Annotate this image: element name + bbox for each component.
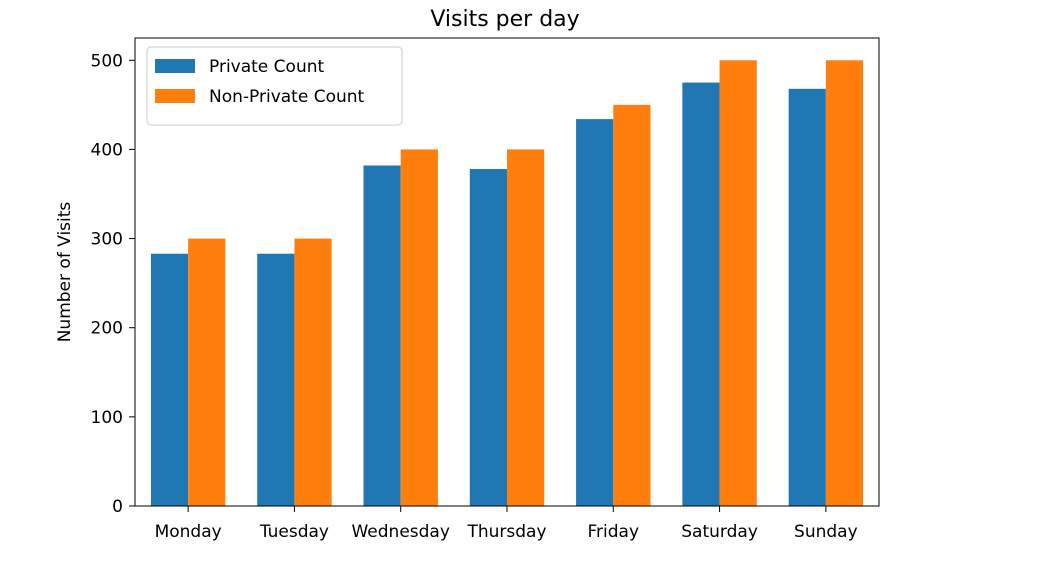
x-tick-label: Wednesday [351, 522, 449, 542]
legend-label: Non-Private Count [209, 87, 365, 107]
bar [682, 82, 720, 506]
bars-layer [150, 60, 864, 507]
bar [363, 165, 401, 506]
x-axis-ticks: Monday Tuesday Wednesday Thursday Friday Satu… [155, 506, 858, 542]
bar [400, 149, 438, 506]
x-tick-label: Friday [588, 522, 640, 542]
y-tick-label: 100 [91, 408, 123, 428]
legend-swatch [155, 89, 195, 103]
plot-area-frame [134, 37, 880, 507]
bar [150, 253, 189, 506]
y-tick-label: 500 [91, 51, 123, 71]
bar [188, 238, 226, 506]
y-axis-label: Number of Visits [55, 202, 75, 343]
legend-label: Private Count [209, 57, 324, 77]
bar [613, 104, 651, 507]
bar [294, 238, 332, 506]
x-tick-label: Monday [155, 522, 222, 542]
x-tick-label: Thursday [466, 522, 546, 542]
bar [257, 253, 295, 506]
y-axis-ticks: 0 100 200 300 400 500 [91, 51, 135, 517]
y-tick-label: 400 [91, 140, 123, 160]
bar [507, 149, 545, 506]
y-tick-label: 300 [91, 230, 123, 250]
y-tick-label: 0 [112, 497, 123, 517]
x-tick-label: Saturday [681, 522, 758, 542]
bar [576, 119, 614, 507]
legend-frame [146, 46, 403, 126]
bar [825, 60, 864, 506]
y-tick-label: 200 [91, 319, 123, 339]
bar [788, 88, 826, 506]
x-tick-label: Sunday [794, 522, 858, 542]
bar [719, 60, 757, 506]
legend: Private Count Non-Private Count [146, 46, 403, 126]
bar [469, 169, 507, 507]
chart-title: Visits per day [430, 7, 579, 32]
legend-swatch [155, 59, 195, 73]
x-tick-label: Tuesday [259, 522, 329, 542]
